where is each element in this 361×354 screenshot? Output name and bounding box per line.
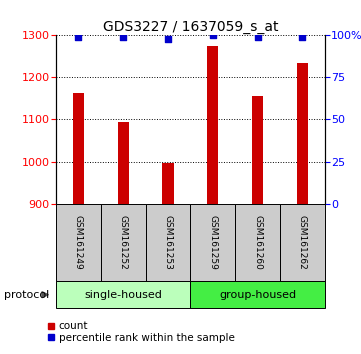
Bar (280, 204, 325, 281)
Text: single-housed: single-housed (84, 290, 162, 300)
Bar (191, 204, 235, 281)
Bar (162, 163, 174, 204)
Bar (118, 121, 129, 204)
Bar (207, 46, 218, 204)
Bar (56, 204, 101, 281)
Text: GSM161249: GSM161249 (74, 215, 83, 270)
Bar (73, 93, 84, 204)
Point (75, 34, 81, 40)
Point (120, 34, 126, 40)
Point (165, 36, 171, 42)
Text: GSM161253: GSM161253 (164, 215, 173, 270)
Text: group-housed: group-housed (219, 290, 296, 300)
Point (300, 34, 305, 40)
Legend: count, percentile rank within the sample: count, percentile rank within the sample (43, 317, 239, 347)
Bar (297, 63, 308, 204)
Bar (252, 96, 263, 204)
Text: GSM161262: GSM161262 (298, 215, 307, 270)
Bar (191, 281, 325, 308)
Bar (56, 281, 191, 308)
Title: GDS3227 / 1637059_s_at: GDS3227 / 1637059_s_at (103, 21, 278, 34)
Text: GSM161260: GSM161260 (253, 215, 262, 270)
Point (210, 33, 216, 38)
Bar (101, 204, 145, 281)
Text: protocol: protocol (4, 290, 49, 300)
Point (255, 34, 261, 40)
Bar (235, 204, 280, 281)
Bar (145, 204, 191, 281)
Text: GSM161252: GSM161252 (119, 215, 128, 270)
Text: GSM161259: GSM161259 (208, 215, 217, 270)
